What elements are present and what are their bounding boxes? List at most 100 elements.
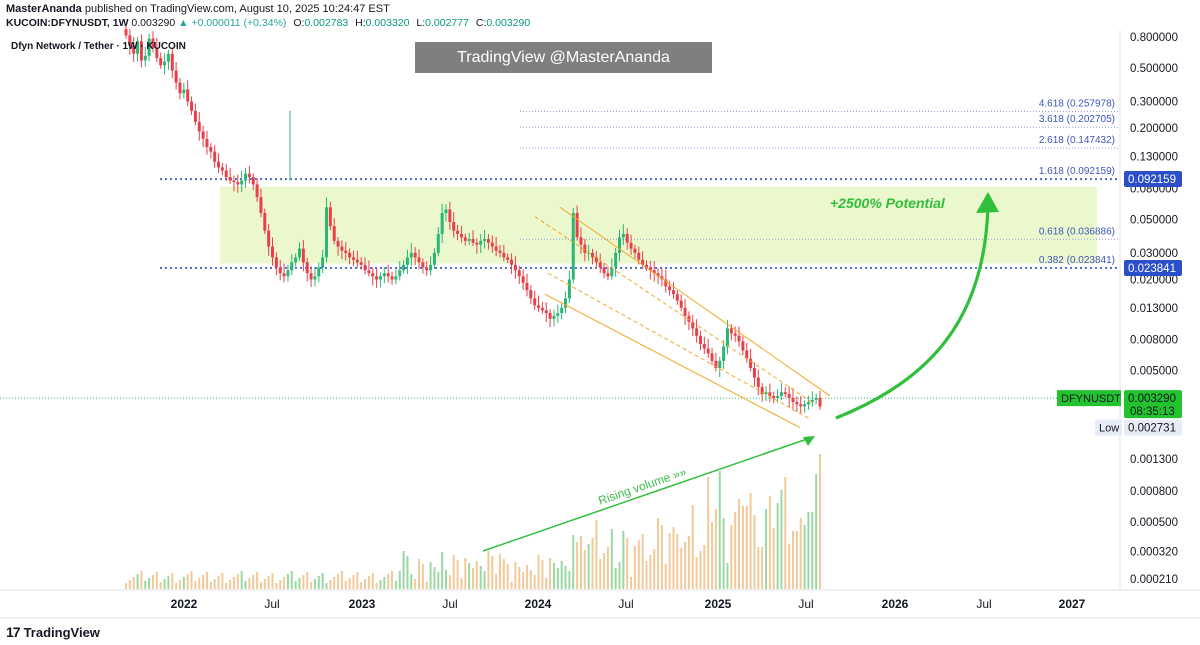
- candle: [147, 33, 151, 62]
- candle: [621, 224, 625, 245]
- candle: [537, 295, 541, 312]
- candle: [610, 258, 614, 280]
- volume-bar: [792, 531, 795, 589]
- candle-body: [587, 252, 591, 254]
- candle-body: [591, 252, 595, 258]
- candle-body: [579, 237, 583, 245]
- candle-body: [602, 267, 606, 274]
- volume-bar: [745, 506, 748, 589]
- candle-body: [752, 368, 756, 378]
- candle-body: [409, 252, 413, 258]
- volume-bar: [691, 505, 694, 589]
- candle-body: [163, 61, 167, 66]
- candle: [340, 240, 344, 260]
- candle: [359, 257, 363, 270]
- candle: [444, 204, 448, 222]
- candle-body: [344, 250, 348, 253]
- candle: [236, 174, 240, 193]
- volume-bar: [768, 496, 771, 589]
- candle-body: [652, 270, 656, 274]
- candle-body: [648, 267, 652, 271]
- volume-bar: [371, 573, 374, 589]
- candle: [448, 202, 452, 230]
- volume-bar: [564, 566, 567, 589]
- candle: [286, 264, 290, 282]
- candle: [201, 125, 205, 148]
- candle: [178, 78, 182, 100]
- candle: [394, 269, 398, 285]
- time-tick-label: Jul: [976, 597, 991, 611]
- volume-bar: [132, 577, 135, 589]
- volume-bar: [337, 574, 340, 589]
- candle-body: [687, 315, 691, 322]
- volume-bar: [784, 477, 787, 589]
- candle: [706, 338, 710, 359]
- countdown-value: 08:35:13: [1130, 406, 1175, 418]
- volume-bar: [610, 529, 613, 589]
- candle-body: [182, 89, 186, 94]
- candle: [344, 242, 348, 261]
- price-tick-label: 0.000500: [1130, 517, 1178, 529]
- candle-body: [606, 273, 610, 277]
- candle: [533, 290, 537, 311]
- volume-bar: [572, 535, 575, 589]
- symbol-label[interactable]: KUCOIN:DFYNUSDT, 1W: [6, 17, 129, 29]
- open-value: 0.002783: [304, 17, 349, 29]
- price-tick-label: 0.130000: [1130, 151, 1178, 163]
- candle-body: [417, 257, 421, 263]
- candle: [679, 294, 683, 312]
- candle: [429, 256, 433, 276]
- candle: [510, 253, 514, 274]
- volume-bar: [479, 566, 482, 589]
- volume-bar: [329, 580, 332, 589]
- volume-bar: [560, 561, 563, 589]
- price-tag-bg: [1124, 171, 1182, 188]
- volume-bar: [445, 570, 448, 589]
- volume-bar: [749, 493, 752, 589]
- candle: [186, 80, 190, 107]
- volume-bar: [587, 544, 590, 589]
- volume-bar: [356, 572, 359, 589]
- volume-bar: [649, 555, 652, 589]
- candle-body: [564, 298, 568, 308]
- volume-bar: [641, 534, 644, 589]
- candle: [398, 261, 402, 281]
- volume-bar: [283, 577, 286, 589]
- candle-body: [386, 273, 390, 277]
- candle-body: [560, 307, 564, 314]
- last-price: 0.003290: [131, 17, 176, 29]
- candle: [263, 208, 267, 235]
- author-name[interactable]: MasterAnanda: [6, 3, 82, 15]
- candle: [290, 254, 294, 276]
- candle: [556, 304, 560, 323]
- candle-body: [336, 240, 340, 247]
- volume-arrow-head-icon: [803, 436, 815, 446]
- candle-body: [479, 240, 483, 245]
- candle-body: [718, 360, 722, 369]
- candle: [791, 388, 795, 411]
- volume-bar: [645, 561, 648, 589]
- candle-body: [733, 333, 737, 336]
- candle: [745, 342, 749, 363]
- candle: [128, 29, 132, 55]
- volume-bar: [506, 564, 509, 589]
- candle: [675, 290, 679, 305]
- candle-body: [533, 298, 537, 306]
- candle-body: [490, 242, 494, 247]
- candle: [614, 247, 618, 277]
- candle-body: [483, 239, 487, 241]
- candle: [683, 299, 687, 326]
- low-price-value: 0.002731: [1128, 423, 1176, 435]
- candle-body: [413, 252, 417, 258]
- candle: [336, 237, 340, 256]
- tradingview-footer[interactable]: 17 TradingView: [6, 624, 100, 640]
- volume-bar: [194, 581, 197, 589]
- candle: [660, 268, 664, 287]
- candle-body: [779, 392, 783, 396]
- price-tick-label: 0.500000: [1130, 63, 1178, 75]
- candle: [402, 259, 406, 274]
- candle: [166, 49, 170, 71]
- candle-body: [818, 397, 822, 407]
- candle: [486, 233, 490, 250]
